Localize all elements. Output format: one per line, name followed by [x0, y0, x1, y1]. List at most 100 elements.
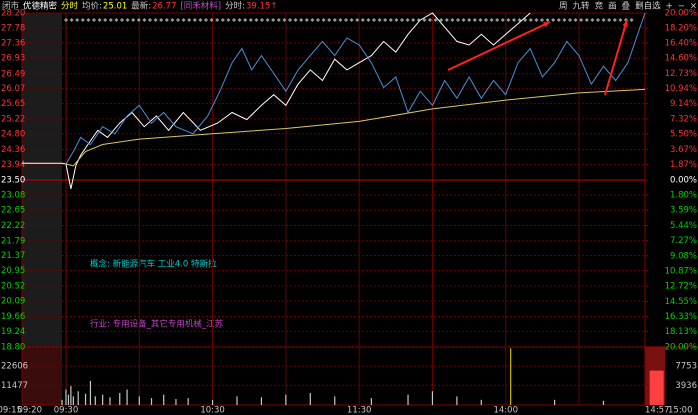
y-tick-label: 23.50 — [1, 176, 25, 186]
limit-marker — [114, 18, 119, 22]
annotation-arrowhead — [543, 22, 550, 28]
y-tick-label: 23.08 — [1, 190, 25, 200]
premarket-volume-area — [22, 347, 62, 405]
y2-tick-label: 0.00% — [670, 176, 697, 186]
volume-bar — [65, 389, 67, 405]
volume-bar — [126, 389, 128, 405]
limit-marker — [226, 18, 231, 22]
limit-marker — [316, 18, 320, 22]
toolbar-button[interactable]: 叠 — [622, 2, 631, 12]
volume-bar — [431, 391, 434, 405]
header-avg-label: 均价: — [82, 1, 102, 12]
annotation-arrow — [447, 21, 551, 71]
volume-bar — [72, 396, 74, 405]
limit-marker — [80, 18, 85, 22]
volume-bar — [175, 398, 177, 405]
limit-marker — [478, 18, 483, 22]
limit-marker — [220, 18, 225, 22]
limit-marker — [411, 18, 416, 22]
annotation-arrowhead — [622, 20, 628, 27]
y-tick-label: 26.93 — [1, 54, 25, 64]
limit-marker — [349, 18, 354, 22]
limit-marker — [344, 18, 348, 22]
limit-marker — [500, 18, 505, 22]
toolbar-button[interactable]: − — [678, 2, 685, 12]
volume-bar — [102, 394, 104, 405]
limit-marker — [545, 18, 550, 22]
limit-marker — [433, 18, 438, 22]
y-tick-label: 20.95 — [1, 266, 25, 276]
price-line — [65, 88, 646, 167]
limit-marker — [596, 18, 600, 22]
limit-marker — [260, 18, 264, 22]
limit-marker — [293, 18, 298, 22]
limit-marker — [136, 18, 141, 22]
header-mode: 分时 — [61, 1, 79, 12]
limit-marker — [489, 18, 494, 22]
limit-marker — [512, 18, 516, 22]
toolbar-button[interactable]: 删自选 — [635, 1, 661, 12]
header: 闭市 优德精密 分时 均价: 25.01 最新: 26.77 [同禾材料] 分时: 39.15↑ — [2, 1, 277, 12]
limit-marker — [584, 18, 589, 22]
toolbar-button[interactable]: 周 — [559, 2, 568, 12]
limit-marker — [92, 18, 96, 22]
limit-marker — [360, 18, 365, 22]
y2-tick-label: 14.55% — [665, 297, 697, 307]
toolbar-button[interactable]: + — [666, 2, 673, 12]
limit-marker — [243, 18, 248, 22]
volume-y2-tick-label: 7753 — [675, 362, 697, 372]
y2-tick-label: 10.94% — [665, 84, 697, 94]
limit-marker — [629, 18, 634, 22]
concept-note: 概念: 新能源汽车 工业4.0 特斯拉 — [90, 259, 217, 270]
plot-frame — [21, 12, 646, 406]
limit-marker — [69, 18, 74, 22]
volume-bar — [67, 394, 70, 405]
y2-tick-label: 20.00% — [665, 9, 697, 19]
limit-marker — [612, 18, 617, 22]
y-tick-label: 24.80 — [1, 129, 25, 139]
limit-marker — [327, 18, 332, 22]
y-tick-label: 26.49 — [1, 69, 25, 79]
y2-tick-label: 5.44% — [670, 221, 697, 231]
y2-tick-label: 9.08% — [670, 251, 697, 261]
toolbar-button[interactable]: 九转 — [573, 1, 591, 12]
y2-tick-label: 12.72% — [665, 282, 697, 292]
volume-bar — [370, 398, 372, 405]
volume-tick-label: 11477 — [1, 381, 28, 391]
limit-marker — [601, 18, 606, 22]
annotation-arrow — [604, 19, 628, 96]
limit-marker — [377, 18, 382, 22]
y2-tick-label: 9.14% — [670, 99, 697, 109]
limit-marker — [355, 18, 360, 22]
volume-bar — [138, 396, 140, 405]
volume-bar — [456, 396, 458, 405]
y2-tick-label: 3.59% — [670, 205, 697, 215]
volume-bar — [236, 396, 238, 405]
limit-marker — [125, 18, 130, 22]
limit-marker — [388, 18, 393, 22]
limit-marker — [551, 18, 556, 22]
toolbar-button[interactable]: 画 — [608, 2, 617, 12]
limit-marker — [472, 18, 477, 22]
limit-marker — [444, 18, 449, 22]
volume-bar — [649, 370, 664, 405]
y2-tick-label: 10.87% — [665, 266, 697, 276]
limit-marker — [590, 18, 595, 22]
y-tick-label: 21.79 — [1, 236, 25, 246]
toolbar-button[interactable]: × — [690, 2, 697, 12]
x-tick-label: 15:00 — [668, 406, 693, 415]
limit-marker — [467, 18, 472, 22]
limit-marker — [372, 18, 376, 22]
toolbar-button[interactable]: 竞 — [595, 1, 604, 12]
y-tick-label: 19.66 — [1, 312, 25, 322]
header-compare-label: 分时: — [225, 1, 245, 12]
y-tick-label: 20.09 — [1, 297, 25, 307]
limit-marker — [461, 18, 466, 22]
limit-marker — [332, 18, 337, 22]
y-tick-label: 22.22 — [1, 221, 25, 231]
limit-marker — [148, 18, 152, 22]
limit-marker — [86, 18, 91, 22]
volume-bar — [285, 394, 287, 405]
